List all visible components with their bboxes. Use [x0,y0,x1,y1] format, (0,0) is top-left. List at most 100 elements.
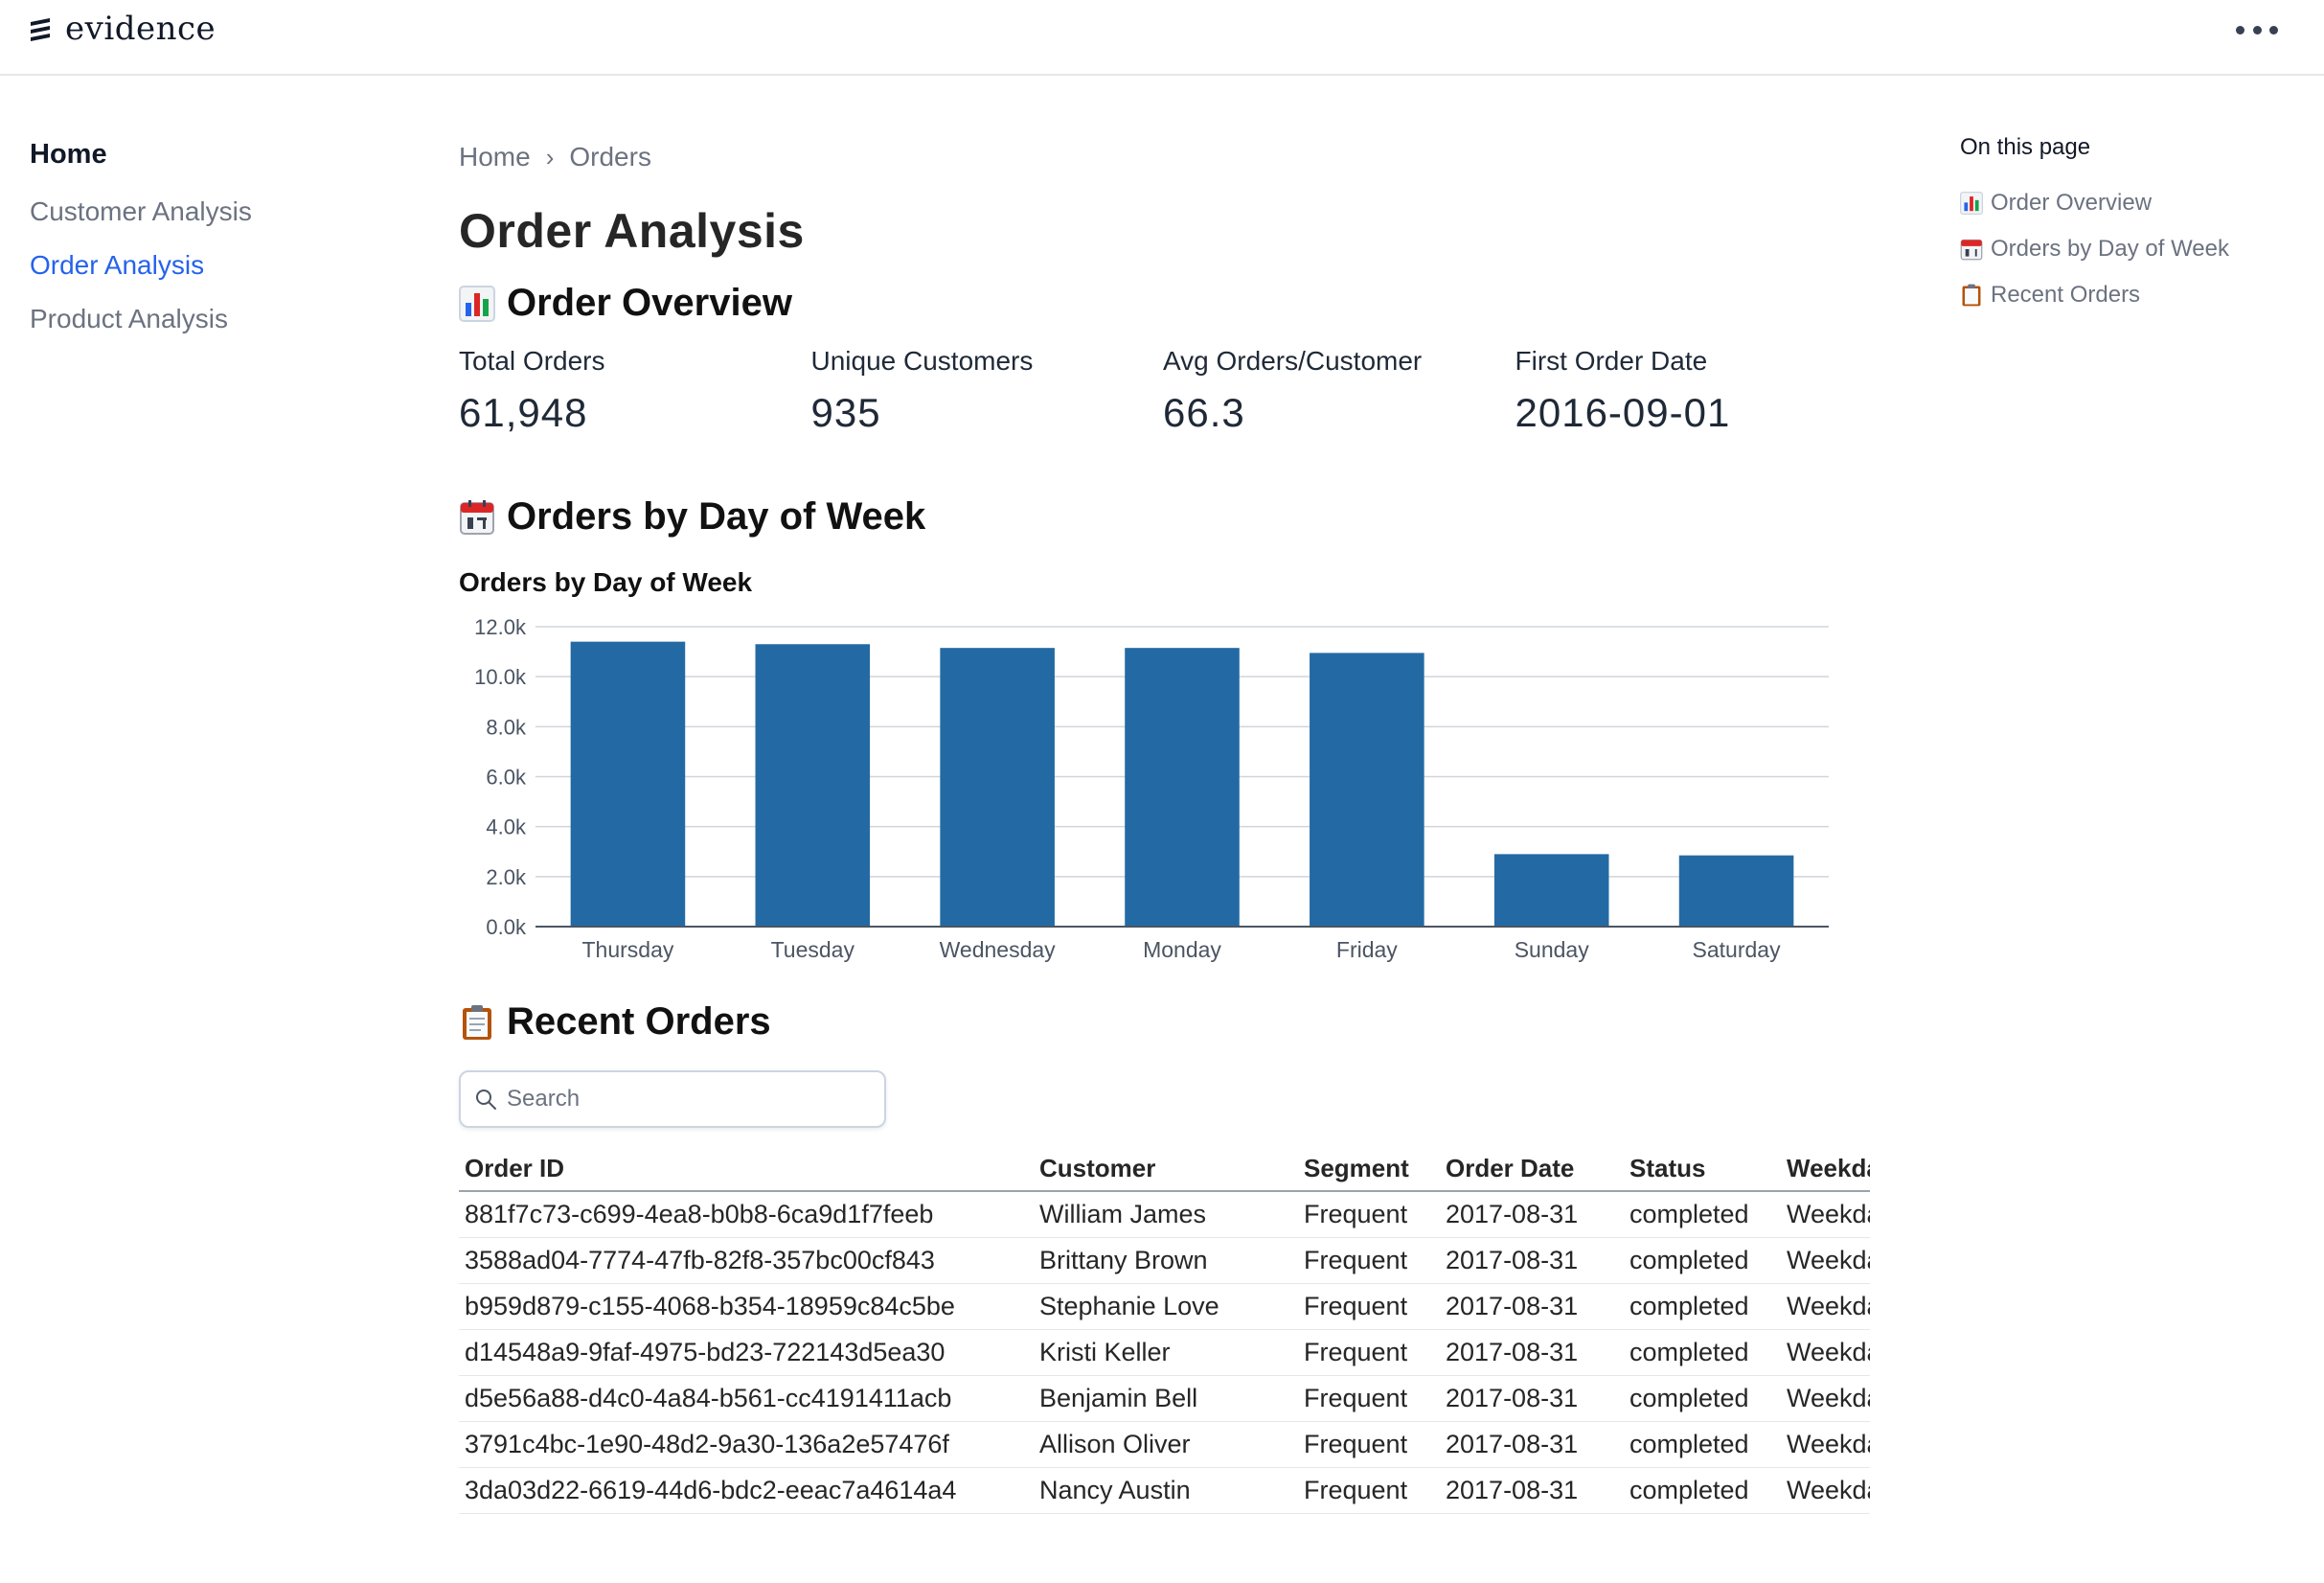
more-options-icon[interactable] [2236,13,2278,46]
x-tick-label: Wednesday [940,937,1057,962]
column-header-customer[interactable]: Customer [1034,1147,1298,1192]
column-header-weekday[interactable]: Weekday [1781,1147,1870,1192]
cell-segment: Frequent [1298,1375,1440,1422]
kpi-label: Avg Orders/Customer [1163,346,1423,376]
sidebar-home-link[interactable]: Home [30,139,107,170]
page-title: Order Analysis [459,204,805,258]
bar-thursday [570,641,686,927]
cell-order-date: 2017-08-31 [1440,1421,1624,1468]
cell-order-date: 2017-08-31 [1440,1329,1624,1376]
toc-item-label: Order Overview [1991,190,2153,216]
kpi-label: Unique Customers [810,346,1034,376]
sidebar-item-product-analysis[interactable]: Product Analysis [30,304,228,333]
cell-status: completed [1624,1375,1781,1422]
recent-orders-table: Order ID Customer Segment Order Date Sta… [459,1147,1870,1514]
evidence-logo-icon [31,18,50,41]
recent-orders-table-container[interactable]: Order ID Customer Segment Order Date Sta… [459,1147,1870,1514]
table-row[interactable]: d14548a9-9faf-4975-bd23-722143d5ea30 Kri… [459,1329,1870,1376]
kpi-value: 61,948 [459,390,588,435]
x-tick-label: Thursday [581,937,673,962]
y-tick-label: 4.0k [486,815,527,839]
bar-friday [1310,653,1424,927]
y-tick-label: 8.0k [486,715,527,739]
kpi-row: Total Orders 61,948 Unique Customers 935… [459,346,1867,436]
table-row[interactable]: d5e56a88-d4c0-4a84-b561-cc4191411acb Ben… [459,1375,1870,1422]
y-tick-label: 10.0k [474,665,527,689]
cell-weekday: Weekday [1781,1237,1870,1284]
cell-order-id: 881f7c73-c699-4ea8-b0b8-6ca9d1f7feeb [459,1191,1034,1238]
cell-order-id: 3588ad04-7774-47fb-82f8-357bc00cf843 [459,1237,1034,1284]
cell-customer: Nancy Austin [1034,1467,1298,1514]
cell-order-date: 2017-08-31 [1440,1283,1624,1330]
table-row[interactable]: b959d879-c155-4068-b354-18959c84c5be Ste… [459,1283,1870,1330]
toc-item-recent-orders[interactable]: Recent Orders [1960,280,2305,310]
kpi-first-order-date: First Order Date 2016-09-01 [1515,346,1868,436]
breadcrumb-home[interactable]: Home [459,142,531,172]
calendar-emoji-icon [460,499,494,535]
cell-segment: Frequent [1298,1329,1440,1376]
cell-status: completed [1624,1467,1781,1514]
cell-order-date: 2017-08-31 [1440,1467,1624,1514]
search-icon [476,1090,496,1110]
sidebar-item-order-analysis[interactable]: Order Analysis [30,250,205,280]
toc-item-order-overview[interactable]: Order Overview [1960,188,2305,218]
main-content: Home › Orders Order Analysis Order Overv… [459,134,1870,1514]
cell-status: completed [1624,1283,1781,1330]
table-row[interactable]: 3588ad04-7774-47fb-82f8-357bc00cf843 Bri… [459,1237,1870,1284]
top-bar: evidence [0,0,2324,76]
clipboard-emoji-icon [463,1004,491,1040]
sidebar-item-customer-analysis[interactable]: Customer Analysis [30,196,252,226]
bar-wednesday [940,648,1055,927]
table-header-row: Order ID Customer Segment Order Date Sta… [459,1147,1870,1192]
clipboard-emoji-icon [1962,284,1981,307]
table-search[interactable] [459,1070,886,1128]
cell-weekday: Weekday [1781,1421,1870,1468]
cell-order-id: 3791c4bc-1e90-48d2-9a30-136a2e57476f [459,1421,1034,1468]
kpi-total-orders: Total Orders 61,948 [459,346,811,436]
y-tick-label: 6.0k [486,766,527,790]
column-header-order-date[interactable]: Order Date [1440,1147,1624,1192]
cell-weekday: Weekday [1781,1375,1870,1422]
section-title: Recent Orders [507,1000,771,1043]
cell-customer: Kristi Keller [1034,1329,1298,1376]
toc-item-label: Orders by Day of Week [1991,236,2229,262]
toc-item-orders-by-day[interactable]: Orders by Day of Week [1960,234,2305,264]
brand-logo[interactable]: evidence [29,10,216,48]
bar-saturday [1678,855,1794,927]
cell-segment: Frequent [1298,1421,1440,1468]
cell-customer: Allison Oliver [1034,1421,1298,1468]
bar-chart: 0.0k 2.0k 4.0k 6.0k 8.0k 10.0k 12.0k Thursday Tu… [459,606,1857,989]
section-heading-order-overview[interactable]: Order Overview [459,282,1867,325]
bar-sunday [1493,854,1609,927]
chevron-right-icon: › [545,142,555,172]
y-tick-label: 2.0k [486,865,527,889]
brand-name: evidence [65,10,216,48]
table-row[interactable]: 3791c4bc-1e90-48d2-9a30-136a2e57476f All… [459,1421,1870,1468]
column-header-order-id[interactable]: Order ID [459,1147,1034,1192]
x-tick-label: Friday [1336,937,1398,962]
kpi-unique-customers: Unique Customers 935 [811,346,1164,436]
cell-segment: Frequent [1298,1191,1440,1238]
column-header-segment[interactable]: Segment [1298,1147,1440,1192]
cell-order-date: 2017-08-31 [1440,1237,1624,1284]
y-tick-label: 0.0k [486,915,527,939]
x-tick-label: Monday [1143,937,1221,962]
section-heading-recent-orders[interactable]: Recent Orders [459,1000,1867,1044]
table-row[interactable]: 881f7c73-c699-4ea8-b0b8-6ca9d1f7feeb Wil… [459,1191,1870,1238]
breadcrumb-orders[interactable]: Orders [569,142,651,172]
x-tick-label: Sunday [1515,937,1590,962]
search-input[interactable] [507,1086,871,1113]
section-title: Orders by Day of Week [507,495,926,538]
cell-order-id: 3da03d22-6619-44d6-bdc2-eeac7a4614a4 [459,1467,1034,1514]
cell-customer: William James [1034,1191,1298,1238]
chart-title: Orders by Day of Week [459,567,753,597]
table-row[interactable]: 3da03d22-6619-44d6-bdc2-eeac7a4614a4 Nan… [459,1467,1870,1514]
column-header-status[interactable]: Status [1624,1147,1781,1192]
cell-order-id: d14548a9-9faf-4975-bd23-722143d5ea30 [459,1329,1034,1376]
section-heading-orders-by-day[interactable]: Orders by Day of Week [459,495,1867,539]
cell-order-date: 2017-08-31 [1440,1191,1624,1238]
cell-customer: Brittany Brown [1034,1237,1298,1284]
kpi-value: 935 [810,390,881,435]
cell-segment: Frequent [1298,1467,1440,1514]
cell-order-id: b959d879-c155-4068-b354-18959c84c5be [459,1283,1034,1330]
